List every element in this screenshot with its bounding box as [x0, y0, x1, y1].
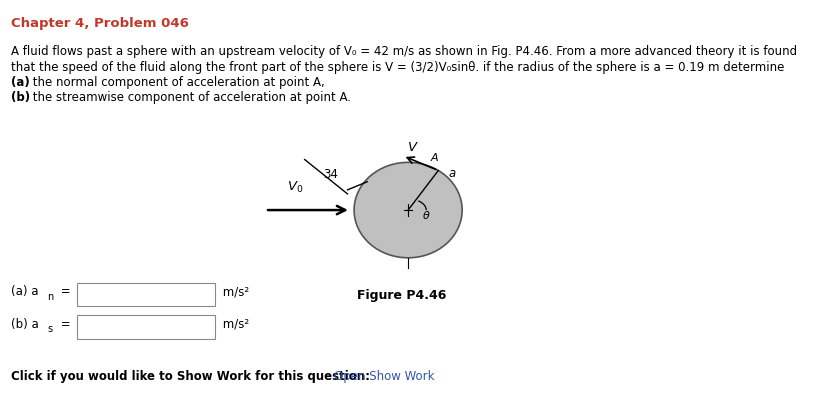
FancyBboxPatch shape	[76, 315, 215, 339]
Text: Chapter 4, Problem 046: Chapter 4, Problem 046	[12, 17, 189, 30]
Text: that the speed of the fluid along the front part of the sphere is V = (3/2)V₀sin: that the speed of the fluid along the fr…	[12, 61, 785, 74]
Text: Open Show Work: Open Show Work	[334, 369, 434, 382]
Text: the normal component of acceleration at point A,: the normal component of acceleration at …	[29, 76, 325, 89]
Text: A: A	[431, 152, 438, 162]
Ellipse shape	[354, 163, 462, 258]
Text: =: =	[57, 317, 71, 330]
Text: n: n	[47, 291, 53, 301]
Text: V: V	[408, 140, 418, 153]
Text: θ: θ	[423, 210, 429, 220]
Text: m/s²: m/s²	[219, 317, 249, 330]
Text: the streamwise component of acceleration at point A.: the streamwise component of acceleration…	[29, 91, 351, 104]
Text: Click if you would like to Show Work for this question:: Click if you would like to Show Work for…	[12, 369, 371, 382]
Text: m/s²: m/s²	[219, 285, 249, 298]
FancyBboxPatch shape	[76, 283, 215, 307]
Text: s: s	[47, 324, 52, 333]
Text: (a) a: (a) a	[12, 285, 39, 298]
Text: $V_0$: $V_0$	[287, 180, 303, 194]
Text: A fluid flows past a sphere with an upstream velocity of V₀ = 42 m/s as shown in: A fluid flows past a sphere with an upst…	[12, 45, 797, 58]
Text: Figure P4.46: Figure P4.46	[357, 288, 446, 301]
Text: (a): (a)	[12, 76, 30, 89]
Text: a: a	[449, 166, 456, 180]
Text: =: =	[57, 285, 71, 298]
Text: (b) a: (b) a	[12, 317, 39, 330]
Text: (b): (b)	[12, 91, 30, 104]
Text: 34: 34	[324, 168, 339, 181]
